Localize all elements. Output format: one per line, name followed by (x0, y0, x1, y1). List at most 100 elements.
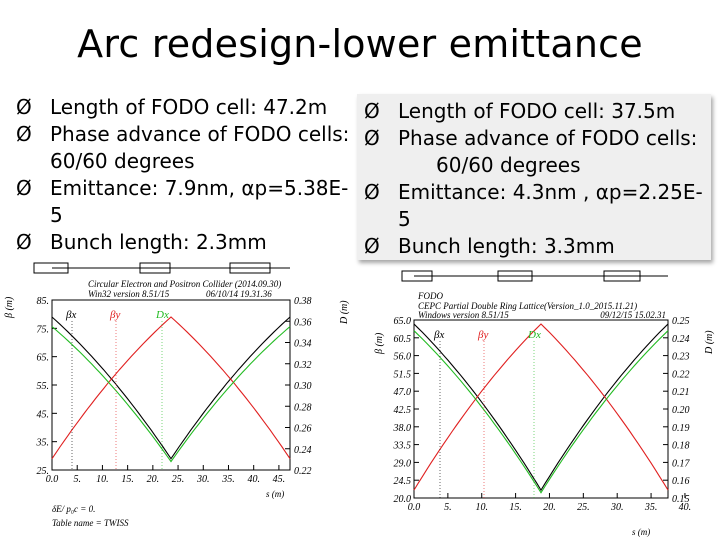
y-tick-label-3: 33.5 (393, 441, 412, 452)
slide-title: Arc redesign-lower emittance (77, 22, 643, 66)
bullet-arrow-icon: Ø (364, 126, 380, 150)
plot-frame (51, 299, 291, 471)
plot-header-line-0: Circular Electron and Positron Collider … (88, 279, 281, 289)
y-tick-label-0: 20.0 (394, 494, 412, 505)
y-tick-label-3: 55. (37, 381, 50, 392)
y2-tick-label-10: 0.25 (672, 316, 690, 327)
y2-tick-label-7: 0.36 (294, 317, 312, 328)
y-tick-label-6: 47.0 (394, 387, 412, 398)
x-tick-label-2: 10. (475, 502, 488, 513)
right-bullet-emittance: Ø Emittance: 4.3nm , αp=2.25E-5 (364, 180, 703, 231)
legend-label-0: βx (65, 309, 76, 321)
y-tick-label-5: 42.5 (394, 405, 412, 416)
y-tick-label-2: 29.0 (394, 458, 412, 469)
plot-header-line-1: CEPC Partial Double Ring Lattice(Version… (418, 301, 637, 311)
x-tick-label-5: 25. (577, 502, 590, 513)
x-tick-label-4: 20. (543, 502, 556, 513)
x-axis-label: s (m) (632, 527, 650, 537)
lattice-magnet-2 (229, 262, 271, 274)
plot-header-line-2: Windows version 8.51/15 (418, 310, 509, 320)
plot-header-line-2: 06/10/14 19.31.36 (206, 289, 272, 299)
y-tick-label-1: 35. (36, 438, 50, 449)
x-tick-label-7: 35. (644, 502, 658, 513)
y-tick-label-5: 75. (37, 324, 50, 335)
y2-tick-label-0: 0.22 (294, 466, 312, 477)
right-bullet-cell-length: Ø Length of FODO cell: 37.5m (364, 99, 676, 123)
y-tick-label-1: 24.5 (394, 476, 412, 487)
y2-tick-label-8: 0.38 (294, 296, 312, 307)
bullet-arrow-icon: Ø (16, 122, 32, 146)
left-optics-plot: Circular Electron and Positron Collider … (4, 262, 350, 528)
y2-tick-label-4: 0.30 (294, 381, 312, 392)
left-bullet-cell-length: Ø Length of FODO cell: 47.2m (16, 95, 328, 119)
series-line-1 (413, 323, 669, 491)
x-tick-label-1: 5. (73, 474, 81, 485)
right-bullet-list: Ø Length of FODO cell: 37.5m Ø Phase advan… (360, 98, 710, 260)
bullet-arrow-icon: Ø (364, 234, 380, 258)
y2-tick-label-3: 0.28 (294, 402, 312, 413)
bullet-arrow-icon: Ø (364, 99, 380, 123)
left-bullet-list: Ø Length of FODO cell: 47.2m Ø Phase advan… (12, 94, 352, 256)
x-tick-label-7: 35. (221, 474, 235, 485)
y2-tick-label-5: 0.32 (294, 360, 312, 371)
y-axis-label: β (m) (374, 332, 385, 355)
plot-header-line-3: 09/12/15 15.02.31 (600, 310, 666, 320)
y2-tick-label-2: 0.17 (672, 458, 691, 469)
lattice-magnet-0 (401, 270, 433, 282)
legend-label-1: βy (477, 329, 488, 341)
plot-header-line-1: Win32 version 8.51/15 (88, 289, 170, 299)
lattice-magnet-2 (603, 270, 641, 282)
x-tick-label-0: 0.0 (408, 502, 421, 513)
x-tick-label-8: 40. (679, 502, 692, 513)
x-tick-label-6: 30. (196, 474, 210, 485)
legend-label-1: βy (109, 309, 120, 321)
y-axis-label: β (m) (4, 296, 15, 319)
y-tick-label-4: 65. (37, 353, 50, 364)
right-highlight-box (357, 94, 711, 260)
lattice-magnet-1 (139, 262, 171, 274)
x-tick-label-5: 25. (172, 474, 185, 485)
bullet-arrow-icon: Ø (16, 95, 32, 119)
x-tick-label-6: 30. (610, 502, 624, 513)
x-axis-label: s (m) (266, 489, 284, 499)
y2-tick-label-6: 0.21 (672, 387, 690, 398)
y2-tick-label-0: 0.15 (672, 494, 690, 505)
plot-footer-line-1: Table name = TWISS (52, 518, 129, 528)
bullet-arrow-icon: Ø (16, 176, 32, 200)
plot-footer-line-0: δE/ p₀c = 0. (52, 504, 95, 514)
y2-tick-label-4: 0.19 (672, 423, 690, 434)
y2-tick-label-2: 0.26 (294, 424, 312, 435)
x-tick-label-3: 15. (121, 474, 134, 485)
series-line-2 (51, 326, 291, 463)
x-tick-label-4: 20. (147, 474, 160, 485)
y2-tick-label-8: 0.23 (672, 352, 690, 363)
plot-header-line-0: FODO (417, 291, 443, 301)
y2-tick-label-1: 0.16 (672, 476, 690, 487)
series-line-1 (51, 316, 291, 460)
x-tick-label-2: 10. (96, 474, 109, 485)
legend-label-2: Dx (155, 309, 169, 321)
y2-tick-label-5: 0.20 (672, 405, 690, 416)
right-bullet-phase-advance: Ø Phase advance of FODO cells: 60/60 degre… (364, 126, 698, 177)
x-tick-label-9: 45. (273, 474, 286, 485)
y-tick-label-7: 51.5 (394, 369, 412, 380)
left-bullet-phase-advance: Ø Phase advance of FODO cells: 60/60 degre… (16, 122, 350, 173)
right-bullet-bunch-length: Ø Bunch length: 3.3mm (364, 234, 615, 258)
y2-tick-label-9: 0.24 (672, 334, 690, 345)
y2-axis-label: D (m) (704, 330, 715, 355)
y-tick-label-0: 25. (37, 466, 50, 477)
y2-tick-label-6: 0.34 (294, 339, 312, 350)
series-line-2 (413, 330, 669, 494)
legend-label-0: βx (433, 329, 444, 341)
bullet-arrow-icon: Ø (364, 180, 380, 204)
y-tick-label-8: 56.0 (394, 352, 412, 363)
y-tick-label-10: 65.0 (394, 316, 412, 327)
x-tick-label-1: 5. (444, 502, 452, 513)
plot-frame (413, 319, 669, 499)
x-tick-label-3: 15. (509, 502, 521, 513)
y2-tick-label-7: 0.22 (672, 369, 690, 380)
bullet-arrow-icon: Ø (16, 230, 32, 254)
series-line-0 (51, 316, 291, 460)
y2-tick-label-1: 0.24 (294, 445, 312, 456)
